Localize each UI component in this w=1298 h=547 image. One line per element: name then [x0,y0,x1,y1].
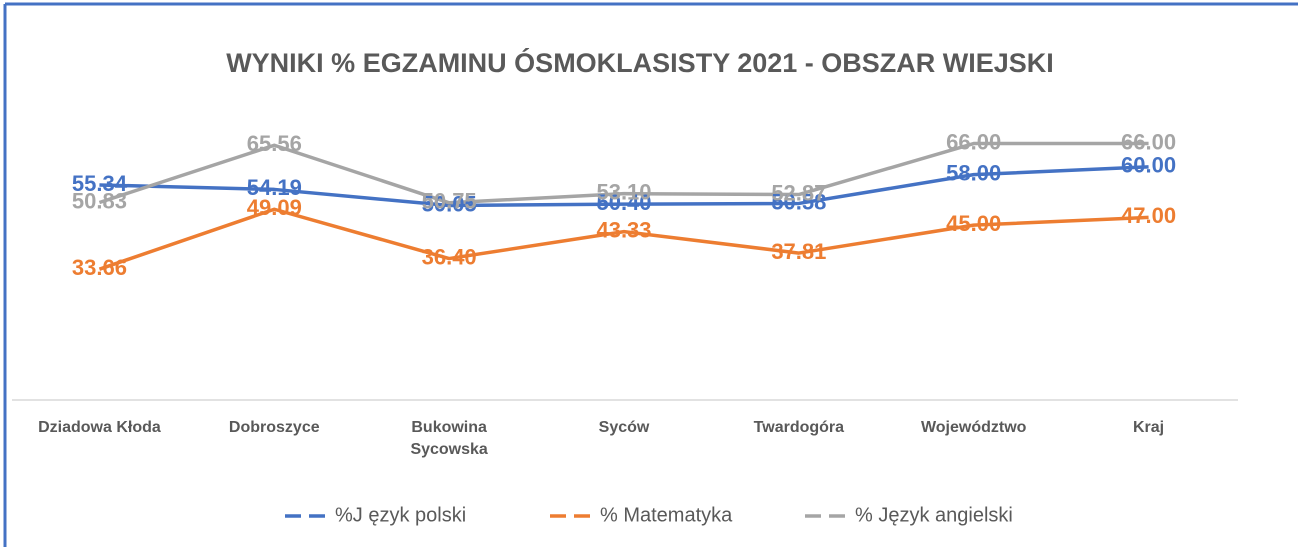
data-label: 50.05 [422,191,477,216]
data-label: 66.00 [946,129,1001,154]
data-label: 50.58 [771,189,826,214]
data-label: 54.19 [247,175,302,200]
series-line [98,141,1149,205]
data-label: 47.00 [1121,203,1176,228]
data-label: 58.00 [946,160,1001,185]
legend-label: % Język angielski [855,504,1013,526]
data-label: 49.09 [247,195,302,220]
data-label: 66.00 [1121,129,1176,154]
legend-label: % Matematyka [600,504,733,526]
x-tick-label: Syców [599,419,650,436]
data-label: 33.66 [72,255,127,280]
data-label: 65.56 [247,131,302,156]
data-label: 43.33 [596,217,651,242]
chart-title: WYNIKI % EGZAMINU ÓSMOKLASISTY 2021 - OB… [226,47,1054,78]
data-label: 50.40 [596,190,651,215]
data-label: 50.75 [422,189,477,214]
data-label: 55.34 [72,171,128,196]
data-label: 45.00 [946,211,1001,236]
data-label: 37.81 [771,239,826,264]
data-label: 36.40 [422,244,477,269]
x-tick-label: Bukowina Sycowska [410,419,487,458]
x-tick-label: Dobroszyce [229,419,320,436]
x-tick-label: Kraj [1133,419,1164,436]
data-label: 50.83 [72,188,127,213]
legend-label: %J ęzyk polski [335,504,466,526]
x-tick-label: Województwo [921,419,1027,436]
data-label: 53.10 [596,179,651,204]
series-line [98,207,1149,271]
data-label: 60.00 [1121,153,1176,178]
series-line [99,165,1149,208]
data-label: 52.87 [771,180,826,205]
x-tick-label: Dziadowa Kłoda [38,419,161,436]
x-tick-label: Twardogóra [754,419,844,436]
